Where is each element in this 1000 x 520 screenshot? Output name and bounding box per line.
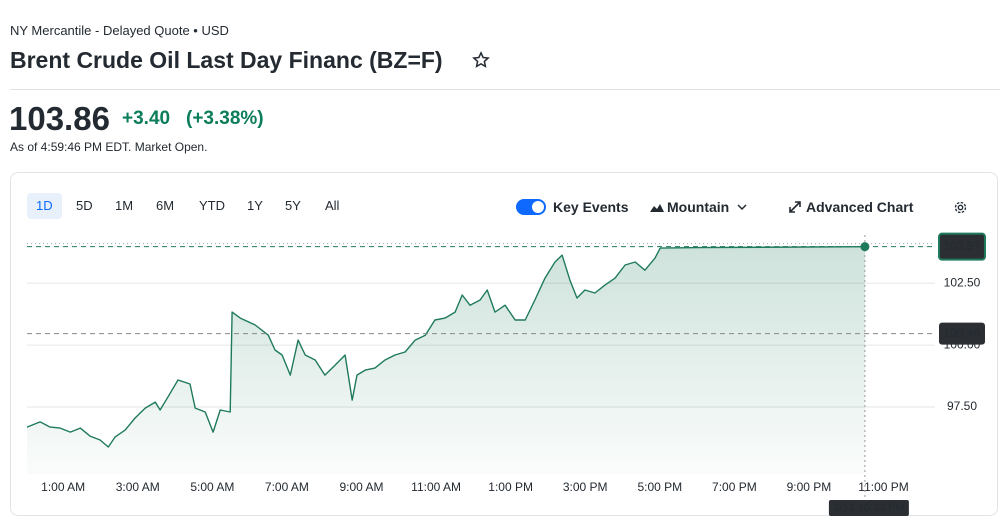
x-tick-label: 11:00 PM [858,480,908,494]
range-tab[interactable]: 1D [27,193,62,219]
last-price-label: 103.97 [944,239,981,253]
previous-close-label: 100.46 [944,326,981,340]
range-tab[interactable]: 5D [76,198,93,213]
x-tick-label: 1:00 PM [488,480,533,494]
range-tab[interactable]: 1M [115,198,134,213]
last-point [860,242,870,252]
exchange-note: NY Mercantile - Delayed Quote • USD [10,23,229,38]
key-events-toggle[interactable] [516,199,546,215]
price: 103.86 [9,100,110,137]
key-events-label[interactable]: Key Events [553,199,629,215]
mountain-icon [650,204,664,212]
x-tick-label: 1:00 AM [41,480,85,494]
x-tick-label: 3:00 PM [563,480,608,494]
chart-card [10,172,998,516]
x-tick-label: 5:00 PM [637,480,682,494]
area-fill [27,246,865,474]
last-price-box [938,232,986,261]
price-line [26,246,865,448]
y-tick-label: 102.50 [944,275,981,289]
x-tick-label: 9:00 PM [787,480,832,494]
crosshair-label: 3/13 10:33 PM [833,502,905,514]
price-change-percent: (+3.38%) [186,108,264,129]
page-title: Brent Crude Oil Last Day Financ (BZ=F) [10,47,443,73]
divider [10,89,1000,90]
quote-time: As of 4:59:46 PM EDT. Market Open. [10,140,208,154]
range-tab[interactable]: All [325,198,340,213]
x-tick-label: 5:00 AM [190,480,234,494]
range-tab[interactable]: YTD [199,198,225,213]
range-tab[interactable]: 6M [156,198,175,213]
x-tick-label: 3:00 AM [116,480,160,494]
range-tab[interactable]: 5Y [285,198,301,213]
crosshair-label-box [828,500,909,516]
watchlist-star[interactable] [472,51,490,69]
x-tick-label: 9:00 AM [339,480,383,494]
x-tick-label: 7:00 AM [265,480,309,494]
advanced-chart-button[interactable]: Advanced Chart [806,199,914,215]
dropdown-caret [737,204,747,211]
range-tab[interactable]: 1Y [247,198,263,213]
price-change: +3.40 [122,108,171,129]
settings-icon[interactable] [953,200,968,215]
expand-icon [789,201,801,213]
y-tick-label: 97.50 [947,399,977,413]
x-tick-label: 7:00 PM [712,480,757,494]
previous-close-box [939,322,985,345]
x-tick-label: 11:00 AM [411,480,461,494]
chart-style-button[interactable]: Mountain [667,199,730,215]
